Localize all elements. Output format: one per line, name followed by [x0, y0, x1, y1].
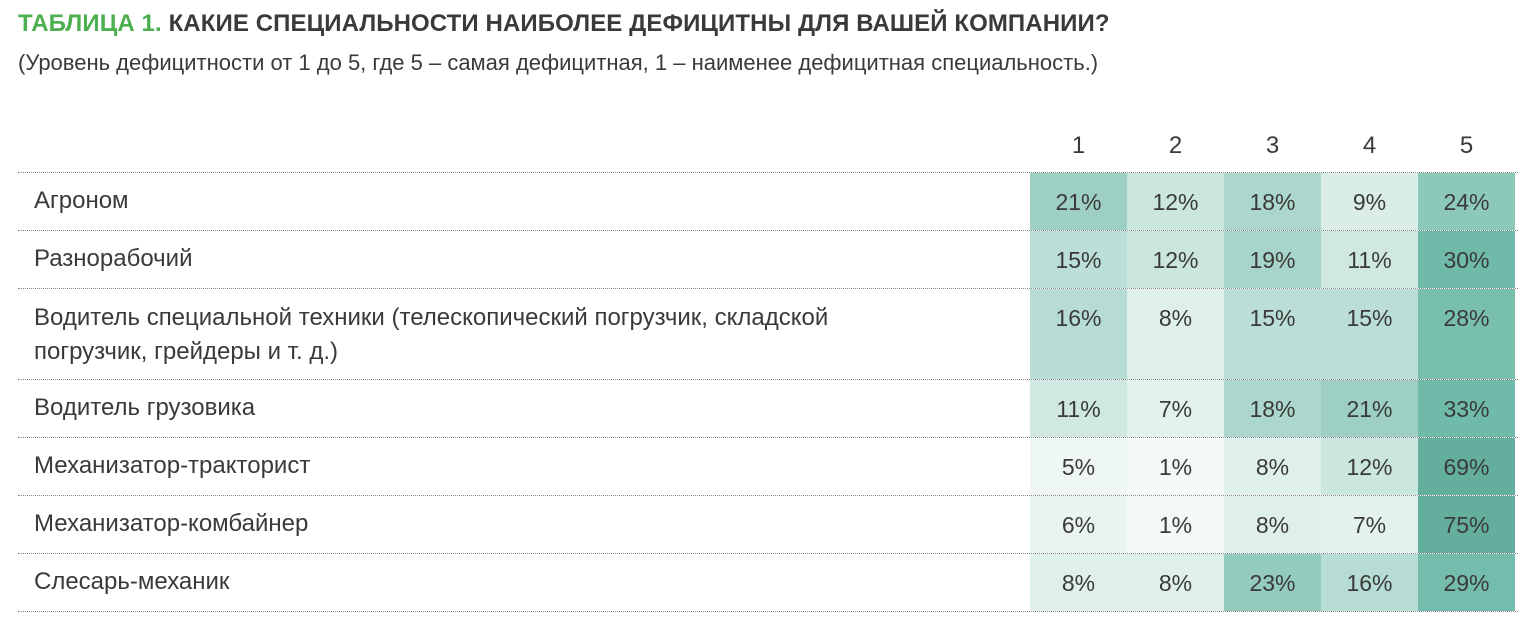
table-row: Водитель грузовика 11% 7% 18% 21% 33%	[18, 380, 1518, 438]
value-cell: 6%	[1030, 496, 1127, 553]
column-header-3: 3	[1265, 132, 1280, 159]
value-cell: 12%	[1127, 173, 1224, 230]
value-cell: 30%	[1418, 231, 1515, 288]
value-cell: 15%	[1224, 289, 1321, 379]
page-title: ТАБЛИЦА 1. КАКИЕ СПЕЦИАЛЬНОСТИ НАИБОЛЕЕ …	[18, 10, 1110, 38]
value-cell: 8%	[1224, 496, 1321, 553]
value-cell: 29%	[1418, 554, 1515, 611]
row-label: Слесарь-механик	[34, 568, 230, 595]
value-cell: 12%	[1321, 438, 1418, 495]
value-cell: 12%	[1127, 231, 1224, 288]
column-header-5: 5	[1459, 132, 1474, 159]
value-cell: 75%	[1418, 496, 1515, 553]
row-label: Водитель грузовика	[34, 394, 256, 421]
value-cell: 1%	[1127, 496, 1224, 553]
value-cell: 7%	[1127, 380, 1224, 437]
value-cell: 8%	[1127, 554, 1224, 611]
value-cell: 11%	[1030, 380, 1127, 437]
value-cell: 8%	[1224, 438, 1321, 495]
table-header: 1 2 3 4 5	[18, 125, 1518, 173]
column-header-2: 2	[1168, 132, 1183, 159]
row-label: Механизатор-комбайнер	[34, 510, 309, 537]
table-row: Агроном 21% 12% 18% 9% 24%	[18, 173, 1518, 231]
value-cell: 18%	[1224, 173, 1321, 230]
value-cell: 28%	[1418, 289, 1515, 379]
value-cell: 5%	[1030, 438, 1127, 495]
row-label: Агроном	[34, 187, 129, 214]
column-header-4: 4	[1362, 132, 1377, 159]
table-row: Слесарь-механик 8% 8% 23% 16% 29%	[18, 554, 1518, 612]
value-cell: 1%	[1127, 438, 1224, 495]
table-row: Водитель специальной техники (телескопич…	[18, 289, 1518, 380]
value-cell: 11%	[1321, 231, 1418, 288]
value-cell: 18%	[1224, 380, 1321, 437]
value-cell: 8%	[1030, 554, 1127, 611]
value-cell: 16%	[1030, 289, 1127, 379]
table-row: Механизатор-комбайнер 6% 1% 8% 7% 75%	[18, 496, 1518, 554]
table-row: Разнорабочий 15% 12% 19% 11% 30%	[18, 231, 1518, 289]
row-label: Разнорабочий	[34, 245, 193, 272]
row-label: Водитель специальной техники (телескопич…	[34, 304, 829, 365]
value-cell: 16%	[1321, 554, 1418, 611]
value-cell: 24%	[1418, 173, 1515, 230]
subtitle: (Уровень дефицитности от 1 до 5, где 5 –…	[18, 50, 1099, 75]
value-cell: 69%	[1418, 438, 1515, 495]
value-cell: 23%	[1224, 554, 1321, 611]
column-header-1: 1	[1071, 132, 1086, 159]
table-tag: ТАБЛИЦА 1.	[18, 10, 162, 37]
value-cell: 8%	[1127, 289, 1224, 379]
row-label: Механизатор-тракторист	[34, 452, 311, 479]
value-cell: 9%	[1321, 173, 1418, 230]
value-cell: 15%	[1321, 289, 1418, 379]
value-cell: 33%	[1418, 380, 1515, 437]
value-cell: 19%	[1224, 231, 1321, 288]
table-row: Механизатор-тракторист 5% 1% 8% 12% 69%	[18, 438, 1518, 496]
value-cell: 21%	[1030, 173, 1127, 230]
value-cell: 21%	[1321, 380, 1418, 437]
value-cell: 15%	[1030, 231, 1127, 288]
title-text: КАКИЕ СПЕЦИАЛЬНОСТИ НАИБОЛЕЕ ДЕФИЦИТНЫ Д…	[168, 10, 1110, 37]
value-cell: 7%	[1321, 496, 1418, 553]
